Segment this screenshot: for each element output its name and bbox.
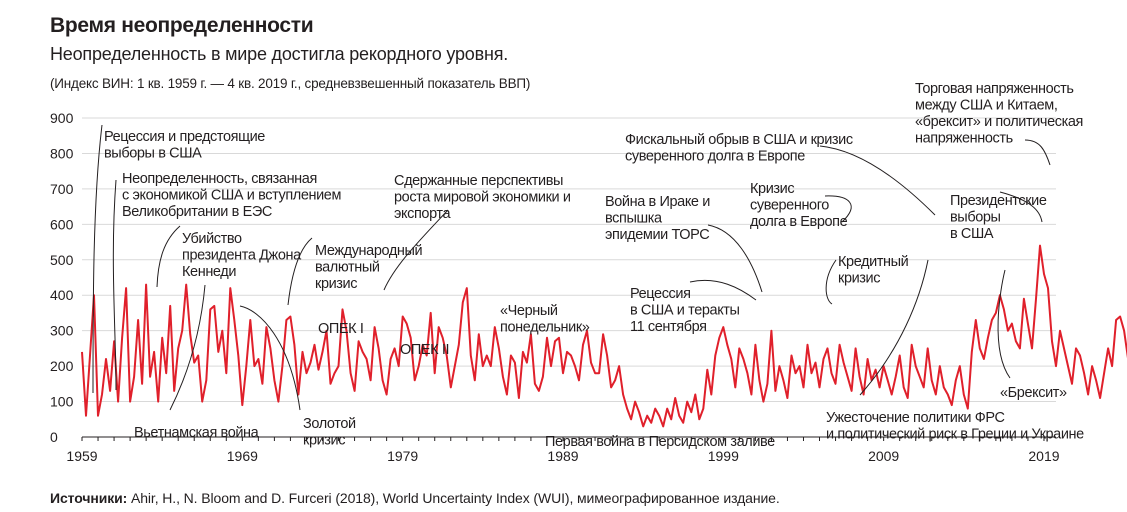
annotations: Рецессия и предстоящие выборы в США Неопре… [92, 81, 1085, 450]
annotation-leader [287, 237, 313, 306]
annotation-label: Международный валютный кризис [315, 243, 423, 292]
annotation-leader [997, 269, 1011, 379]
annotation-leader [999, 191, 1043, 223]
annotation-label: Кризис суверенного долга в Европе [750, 181, 848, 230]
source-label: Источники: [50, 490, 128, 506]
y-tick-label: 400 [50, 287, 74, 303]
annotation-label: ОПЕК II [400, 342, 449, 358]
x-tick-label: 2009 [868, 448, 899, 464]
annotation-label: «Черный понедельник» [500, 303, 590, 336]
gridlines [82, 117, 1056, 403]
annotation-leader [169, 284, 206, 411]
x-tick-label: 1989 [547, 448, 578, 464]
annotation-leader [92, 124, 103, 394]
annotation-leader [1024, 139, 1051, 166]
y-tick-label: 0 [50, 429, 58, 445]
annotation-label: Рецессия и предстоящие выборы в США [104, 129, 265, 162]
annotation-leader [112, 179, 117, 391]
annotation-label: Первая война в Персидском заливе [545, 434, 775, 450]
x-tick-label: 1979 [387, 448, 418, 464]
annotation-label: Кредитный кризис [838, 254, 909, 287]
annotation-label: ОПЕК I [318, 321, 363, 337]
annotation-leader [825, 259, 837, 305]
y-tick-label: 500 [50, 252, 74, 268]
annotation-label: Золотой кризис [303, 416, 356, 449]
y-tick-label: 900 [50, 110, 74, 126]
source-note: Источники: Ahir, H., N. Bloom and D. Fur… [50, 490, 780, 506]
y-tick-label: 300 [50, 323, 74, 339]
annotation-leader [859, 259, 929, 396]
annotation-label: Торговая напряженность между США и Китаем… [915, 81, 1083, 147]
series-layer [81, 244, 1127, 428]
annotation-label: Война в Ираке и вспышка эпидемии ТОРС [605, 194, 710, 243]
y-tick-label: 800 [50, 145, 74, 161]
annotation-leader [819, 145, 936, 216]
annotation-leader [239, 305, 301, 411]
x-tick-label: 2019 [1028, 448, 1059, 464]
annotation-label: «Брексит» [1000, 385, 1067, 401]
annotation-leader [707, 224, 763, 293]
annotation-label: Вьетнамская война [134, 425, 260, 441]
y-tick-label: 600 [50, 216, 74, 232]
annotation-label: Неопределенность, связанная с экономикой … [122, 171, 341, 220]
x-tick-label: 1969 [227, 448, 258, 464]
x-tick-label: 1959 [66, 448, 97, 464]
annotation-leader [156, 225, 181, 288]
annotation-label: Убийство президента Джона Кеннеди [182, 231, 302, 280]
y-tick-label: 700 [50, 181, 74, 197]
annotation-label: Сдержанные перспективы роста мировой экон… [394, 173, 571, 222]
axes: 0 100 200 300 400 500 600 700 800 900 1959 1969 1979… [50, 110, 1060, 464]
chart-subtitle: Неопределенность в мире достигла рекордн… [50, 44, 509, 64]
annotation-leader [383, 209, 449, 291]
chart-title: Время неопределенности [50, 14, 314, 37]
series-line [81, 244, 1127, 428]
chart-note: (Индекс ВИН: 1 кв. 1959 г. — 4 кв. 2019 … [50, 76, 531, 91]
source-text: Ahir, H., N. Bloom and D. Furceri (2018)… [127, 490, 780, 506]
x-tick-label: 1999 [708, 448, 739, 464]
annotation-label: Президентские выборы в США [950, 193, 1047, 242]
annotation-label: Фискальный обрыв в США и кризис суверенно… [625, 132, 853, 165]
annotation-leader [689, 279, 757, 301]
y-tick-label: 100 [50, 394, 74, 410]
y-tick-label: 200 [50, 358, 74, 374]
annotation-label: Ужесточение политики ФРС и политический р… [826, 410, 1084, 443]
annotation-label: Рецессия в США и теракты 11 сентября [630, 286, 740, 335]
annotation-leader [824, 195, 852, 223]
